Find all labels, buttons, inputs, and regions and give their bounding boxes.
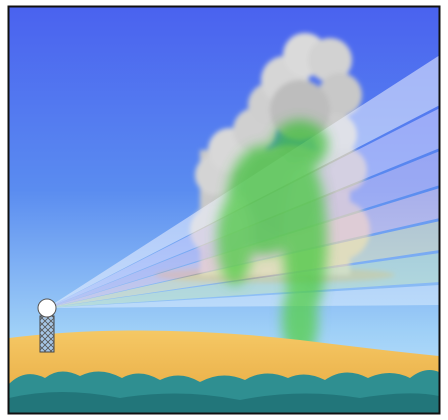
radar-dome <box>37 298 57 318</box>
precipitation <box>217 120 328 360</box>
beam <box>47 253 439 308</box>
radar-tower-lattice <box>40 316 54 352</box>
echo <box>217 195 253 285</box>
echo <box>283 160 327 320</box>
bushes-shade <box>9 392 439 413</box>
frame <box>7 5 441 415</box>
scene <box>9 7 439 413</box>
beam <box>47 188 439 308</box>
beam <box>47 285 439 308</box>
cloud-puff <box>308 38 352 82</box>
